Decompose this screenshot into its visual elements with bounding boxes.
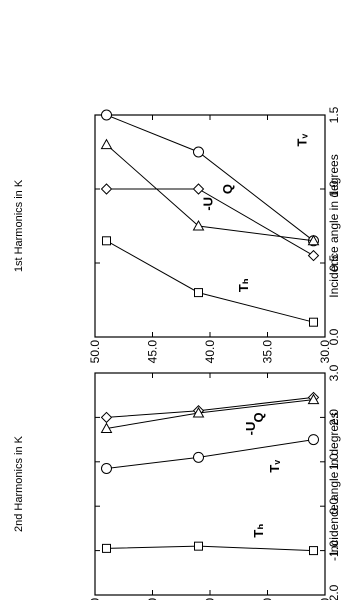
series-line-circle xyxy=(106,439,314,469)
data-point-circle xyxy=(308,434,319,446)
y-axis-label-2: 2nd Harmonics in K xyxy=(13,435,25,532)
x-tick-label: 30.0 xyxy=(318,598,332,600)
x-tick-label: 50.0 xyxy=(88,340,102,364)
series-line-diamond xyxy=(106,396,314,418)
x-axis-label-2: Incidence angle in degrees xyxy=(327,412,341,555)
x-tick-label: 40.0 xyxy=(203,340,217,364)
y-tick-label: -2.0 xyxy=(327,584,341,600)
x-tick-label: 45.0 xyxy=(146,340,160,364)
data-point-circle xyxy=(193,451,204,463)
plot-frame-1 xyxy=(94,114,326,338)
series-label-q: Q xyxy=(251,412,266,422)
data-point-triangle xyxy=(100,138,113,150)
series-label-t: Tₕ xyxy=(251,524,266,538)
series-label-t: Tᵥ xyxy=(267,460,282,473)
chart-panel-1st-harmonics: 0.00.51.01.530.035.040.045.050.0TᵥQ-UTₕ … xyxy=(13,106,341,363)
series-label-u: -U xyxy=(243,422,258,436)
plot-frame-2 xyxy=(94,372,326,596)
y-tick-label: -1.0 xyxy=(327,540,341,561)
data-point-circle xyxy=(193,146,204,158)
series-label-t: Tᵥ xyxy=(295,134,310,147)
data-point-triangle xyxy=(307,393,320,405)
series-line-triangle xyxy=(106,399,314,429)
series-label-u: -U xyxy=(200,197,215,211)
data-point-square xyxy=(309,317,318,327)
series-label-q: Q xyxy=(220,184,235,194)
data-point-diamond xyxy=(192,183,205,195)
x-tick-label: 50.0 xyxy=(88,598,102,600)
data-point-triangle xyxy=(192,406,205,418)
y-axis-label-1: 1st Harmonics in K xyxy=(13,179,25,272)
series-line-triangle xyxy=(106,144,314,242)
x-tick-label: 35.0 xyxy=(261,340,275,364)
y-tick-label: 0.5 xyxy=(327,254,341,271)
series-line-circle xyxy=(106,114,314,242)
data-point-triangle xyxy=(307,234,320,246)
data-point-diamond xyxy=(100,183,113,195)
y-tick-label: 1.5 xyxy=(327,106,341,123)
data-point-diamond xyxy=(100,411,113,424)
series-line-square xyxy=(106,240,314,323)
x-tick-label: 35.0 xyxy=(261,598,275,600)
data-point-square xyxy=(194,541,203,551)
chart-panel-2nd-harmonics: -2.0 -1.0 0.0 1.0 2.0 3.0 30.0 35.0 40.0 45.0 50.0… xyxy=(13,364,341,600)
data-point-diamond xyxy=(307,249,320,262)
data-point-square xyxy=(194,288,203,298)
data-point-circle xyxy=(101,109,112,121)
y-tick-label: 3.0 xyxy=(327,364,341,381)
series-line-square xyxy=(106,545,314,552)
x-axis-label-1: Incidence angle in degrees xyxy=(327,154,341,297)
x-tick-label: 45.0 xyxy=(146,598,160,600)
data-point-square xyxy=(309,546,318,556)
y-tick-label: 1.0 xyxy=(327,180,341,197)
data-point-triangle xyxy=(192,219,205,231)
y-tick-label: 2.0 xyxy=(327,409,341,426)
data-point-square xyxy=(102,236,111,246)
x-tick-label: 30.0 xyxy=(318,340,332,364)
x-tick-label: 40.0 xyxy=(203,598,217,600)
data-point-circle xyxy=(101,462,112,474)
y-tick-label: 0.0 xyxy=(327,328,341,345)
data-point-square xyxy=(102,543,111,553)
y-tick-label: 1.0 xyxy=(327,453,341,470)
data-point-triangle xyxy=(100,422,113,433)
y-tick-label: 0.0 xyxy=(327,498,341,515)
series-label-t: Tₕ xyxy=(236,278,251,292)
